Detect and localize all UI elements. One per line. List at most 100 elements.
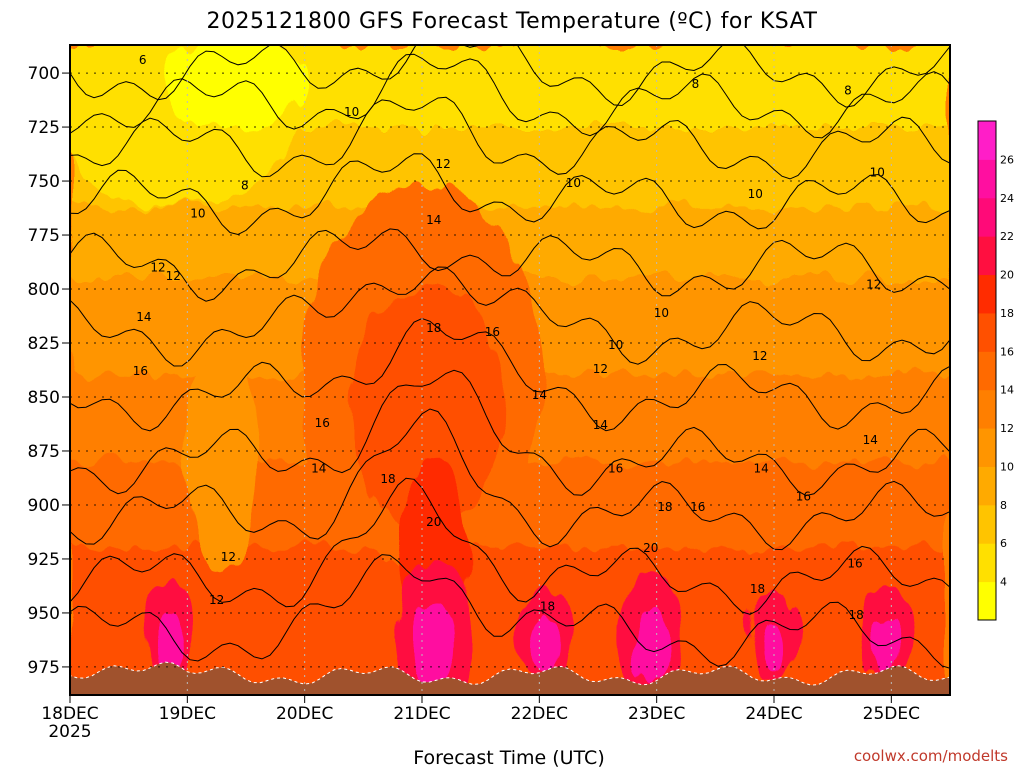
contour-label: 20	[426, 515, 441, 529]
contour-label: 12	[435, 157, 450, 171]
credit-link[interactable]: coolwx.com/modelts	[854, 747, 1008, 765]
contour-line	[70, 153, 950, 236]
contour-label: 12	[866, 278, 881, 292]
contour-label: 12	[752, 349, 767, 363]
contour-line	[70, 369, 950, 497]
colorbar-label: 6	[1000, 537, 1007, 550]
contour-label: 6	[139, 53, 147, 67]
warm-plume	[347, 287, 508, 528]
contour-label: 14	[311, 461, 326, 475]
colorbar-label: 26	[1000, 153, 1014, 166]
colorbar-swatch	[978, 312, 996, 352]
colorbar-label: 18	[1000, 307, 1014, 320]
y-tick-label: 825	[28, 334, 60, 354]
contour-label: 10	[654, 306, 669, 320]
contour-label: 10	[608, 338, 623, 352]
hot-spot	[155, 615, 185, 675]
contour-lines	[70, 45, 950, 669]
colorbar-frame	[977, 120, 997, 621]
contour-label: 18	[380, 472, 395, 486]
colorbar-swatch	[978, 466, 996, 506]
colorbar-swatch	[978, 543, 996, 583]
y-axis: 700 725 750 775 800 825 850 875 900 925 950 975	[28, 64, 70, 678]
x-axis-year: 2025	[48, 722, 91, 742]
cool-strip	[186, 351, 259, 572]
terrain-fill	[70, 661, 950, 695]
colorbar-label: 24	[1000, 192, 1014, 205]
contour-label: 8	[241, 178, 249, 192]
x-tick-label: 21DEC	[393, 704, 450, 724]
y-tick-label: 700	[28, 64, 60, 84]
y-tick-label: 750	[28, 172, 60, 192]
contour-label: 20	[643, 541, 658, 555]
contour-label: 16	[690, 500, 705, 514]
contour-label: 8	[844, 83, 852, 97]
contour-line	[70, 477, 950, 615]
colorbar-label: 12	[1000, 422, 1014, 435]
temperature-bands	[70, 45, 950, 695]
hot-spot	[633, 608, 669, 683]
contour-label: 12	[209, 593, 224, 607]
hot-spot	[531, 617, 559, 674]
contour-label: 18	[750, 582, 765, 596]
y-tick-label: 925	[28, 550, 60, 570]
contour-line	[70, 96, 950, 180]
y-tick-label: 900	[28, 496, 60, 516]
cold-pocket	[164, 45, 305, 129]
contour-label: 14	[863, 433, 878, 447]
y-tick-label: 725	[28, 118, 60, 138]
contour-label: 16	[796, 489, 811, 503]
colorbar-label: 20	[1000, 269, 1014, 282]
chart-title: 2025121800 GFS Forecast Temperature (ºC)…	[207, 9, 818, 34]
y-tick-label: 850	[28, 388, 60, 408]
contour-label: 8	[692, 77, 700, 91]
y-tick-label: 950	[28, 604, 60, 624]
contour-label: 14	[532, 388, 547, 402]
x-tick-label: 23DEC	[628, 704, 685, 724]
y-tick-label: 875	[28, 442, 60, 462]
contour-line	[70, 554, 950, 669]
contour-label: 16	[608, 461, 623, 475]
contour-line	[70, 228, 950, 302]
contour-label: 16	[485, 325, 500, 339]
contour-label: 14	[593, 418, 608, 432]
contour-label: 12	[221, 550, 236, 564]
contour-label: 14	[136, 310, 151, 324]
x-axis-title: Forecast Time (UTC)	[413, 747, 604, 768]
gridlines	[70, 45, 950, 695]
colorbar-label: 14	[1000, 384, 1014, 397]
contour-label: 16	[315, 416, 330, 430]
contour-label: 12	[150, 260, 165, 274]
contour-label: 16	[847, 556, 862, 570]
contour-label: 18	[657, 500, 672, 514]
y-tick-label: 775	[28, 226, 60, 246]
contour-label: 10	[748, 187, 763, 201]
contour-label: 14	[426, 213, 441, 227]
contour-line	[70, 266, 950, 367]
x-tick-label: 22DEC	[511, 704, 568, 724]
y-tick-label: 800	[28, 280, 60, 300]
contour-label: 18	[426, 321, 441, 335]
contour-line	[70, 45, 950, 108]
colorbar-swatch	[978, 504, 996, 544]
contour-label: 10	[566, 176, 581, 190]
y-tick-label: 975	[28, 658, 60, 678]
colorbar-label: 8	[1000, 499, 1007, 512]
colorbar-swatch	[978, 581, 996, 621]
contour-label: 10	[870, 165, 885, 179]
contour-line	[70, 53, 950, 139]
hot-spot	[412, 601, 455, 690]
colorbar-swatch	[978, 121, 996, 160]
contour-label: 10	[190, 206, 205, 220]
x-tick-label: 19DEC	[159, 704, 216, 724]
colorbar-swatch	[978, 197, 996, 237]
colorbar-label: 10	[1000, 460, 1014, 473]
colorbar-swatch	[978, 351, 996, 391]
colorbar-swatch	[978, 389, 996, 429]
contour-label: 18	[540, 599, 555, 613]
x-tick-label: 25DEC	[863, 704, 920, 724]
colorbar-swatch	[978, 428, 996, 467]
